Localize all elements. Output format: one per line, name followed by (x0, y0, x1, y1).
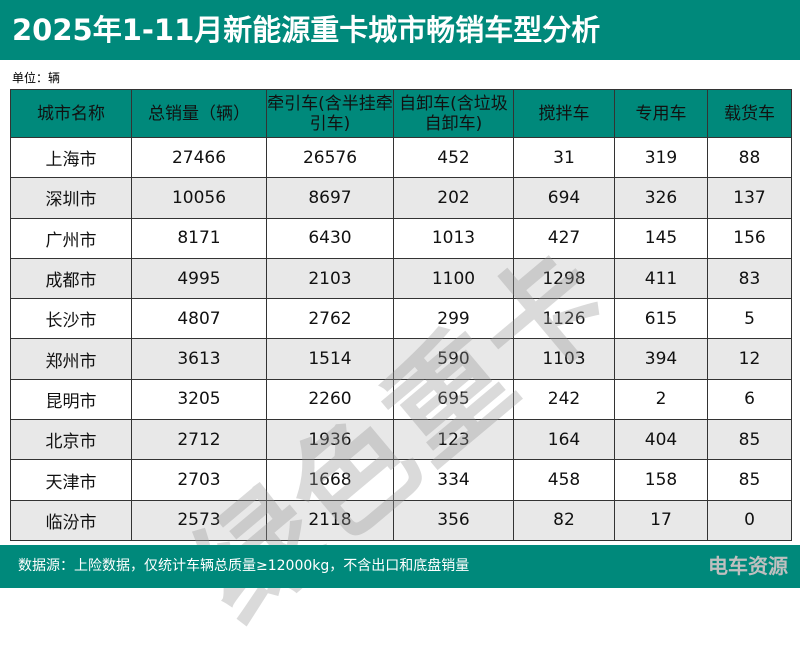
value-cell: 2703 (131, 459, 267, 501)
value-cell: 1126 (513, 298, 615, 340)
city-cell: 天津市 (10, 459, 132, 501)
value-cell: 404 (614, 419, 708, 461)
value-cell: 31 (513, 136, 615, 179)
value-cell: 2573 (131, 499, 267, 541)
value-cell: 164 (513, 419, 615, 461)
value-cell: 8171 (131, 217, 267, 259)
column-header: 搅拌车 (513, 89, 615, 138)
value-cell: 411 (614, 257, 708, 300)
table-row: 天津市 2703 1668 334 458 158 85 (10, 459, 792, 501)
value-cell: 299 (393, 298, 514, 340)
header-row: 城市名称 总销量（辆） 牵引车(含半挂牵引车) 自卸车(含垃圾自卸车) 搅拌车 专用车 载货… (10, 89, 792, 138)
value-cell: 2762 (266, 298, 394, 340)
value-cell: 137 (707, 177, 792, 219)
value-cell: 12 (707, 338, 792, 380)
value-cell: 2260 (266, 378, 394, 421)
value-cell: 83 (707, 257, 792, 300)
value-cell: 4807 (131, 298, 267, 340)
value-cell: 10056 (131, 177, 267, 219)
value-cell: 0 (707, 499, 792, 541)
value-cell: 242 (513, 378, 615, 421)
value-cell: 326 (614, 177, 708, 219)
value-cell: 5 (707, 298, 792, 340)
column-header: 载货车 (707, 89, 792, 138)
value-cell: 26576 (266, 136, 394, 179)
column-header: 专用车 (614, 89, 708, 138)
value-cell: 615 (614, 298, 708, 340)
value-cell: 427 (513, 217, 615, 259)
city-cell: 上海市 (10, 136, 132, 179)
value-cell: 458 (513, 459, 615, 501)
value-cell: 1936 (266, 419, 394, 461)
city-cell: 长沙市 (10, 298, 132, 340)
value-cell: 158 (614, 459, 708, 501)
value-cell: 694 (513, 177, 615, 219)
column-header: 自卸车(含垃圾自卸车) (393, 89, 514, 138)
value-cell: 145 (614, 217, 708, 259)
table-row: 成都市 4995 2103 1100 1298 411 83 (10, 257, 792, 300)
table-row: 昆明市 3205 2260 695 242 2 6 (10, 378, 792, 421)
table-row: 临汾市 2573 2118 356 82 17 0 (10, 499, 792, 541)
table-row: 上海市 27466 26576 452 31 319 88 (10, 136, 792, 179)
city-cell: 郑州市 (10, 338, 132, 380)
city-cell: 北京市 (10, 419, 132, 461)
value-cell: 82 (513, 499, 615, 541)
value-cell: 1100 (393, 257, 514, 300)
value-cell: 695 (393, 378, 514, 421)
table-row: 北京市 2712 1936 123 164 404 85 (10, 419, 792, 461)
value-cell: 1298 (513, 257, 615, 300)
value-cell: 334 (393, 459, 514, 501)
city-cell: 广州市 (10, 217, 132, 259)
value-cell: 452 (393, 136, 514, 179)
value-cell: 6 (707, 378, 792, 421)
value-cell: 1668 (266, 459, 394, 501)
value-cell: 2118 (266, 499, 394, 541)
value-cell: 27466 (131, 136, 267, 179)
value-cell: 1013 (393, 217, 514, 259)
value-cell: 356 (393, 499, 514, 541)
value-cell: 17 (614, 499, 708, 541)
value-cell: 85 (707, 459, 792, 501)
table-row: 长沙市 4807 2762 299 1126 615 5 (10, 298, 792, 340)
value-cell: 3205 (131, 378, 267, 421)
value-cell: 202 (393, 177, 514, 219)
table-row: 深圳市 10056 8697 202 694 326 137 (10, 177, 792, 219)
table-row: 郑州市 3613 1514 590 1103 394 12 (10, 338, 792, 380)
value-cell: 123 (393, 419, 514, 461)
value-cell: 2103 (266, 257, 394, 300)
value-cell: 1103 (513, 338, 615, 380)
page-title: 2025年1-11月新能源重卡城市畅销车型分析 (0, 0, 800, 60)
value-cell: 319 (614, 136, 708, 179)
value-cell: 8697 (266, 177, 394, 219)
city-cell: 成都市 (10, 257, 132, 300)
city-cell: 昆明市 (10, 378, 132, 421)
value-cell: 394 (614, 338, 708, 380)
value-cell: 85 (707, 419, 792, 461)
table-row: 广州市 8171 6430 1013 427 145 156 (10, 217, 792, 259)
city-cell: 临汾市 (10, 499, 132, 541)
value-cell: 4995 (131, 257, 267, 300)
column-header: 城市名称 (10, 89, 132, 138)
footer: 数据源：上险数据，仅统计车辆总质量≥12000kg，不含出口和底盘销量 电车资源 (0, 545, 800, 588)
unit-label: 单位：辆 (12, 71, 61, 85)
sales-table: 城市名称 总销量（辆） 牵引车(含半挂牵引车) 自卸车(含垃圾自卸车) 搅拌车 专用车 载货… (10, 89, 792, 541)
value-cell: 156 (707, 217, 792, 259)
column-header: 总销量（辆） (131, 89, 267, 138)
value-cell: 1514 (266, 338, 394, 380)
logo: 电车资源 (708, 554, 788, 578)
city-cell: 深圳市 (10, 177, 132, 219)
value-cell: 2 (614, 378, 708, 421)
column-header: 牵引车(含半挂牵引车) (266, 89, 394, 138)
value-cell: 590 (393, 338, 514, 380)
value-cell: 2712 (131, 419, 267, 461)
value-cell: 3613 (131, 338, 267, 380)
footer-source: 数据源：上险数据，仅统计车辆总质量≥12000kg，不含出口和底盘销量 (18, 558, 470, 574)
value-cell: 88 (707, 136, 792, 179)
value-cell: 6430 (266, 217, 394, 259)
